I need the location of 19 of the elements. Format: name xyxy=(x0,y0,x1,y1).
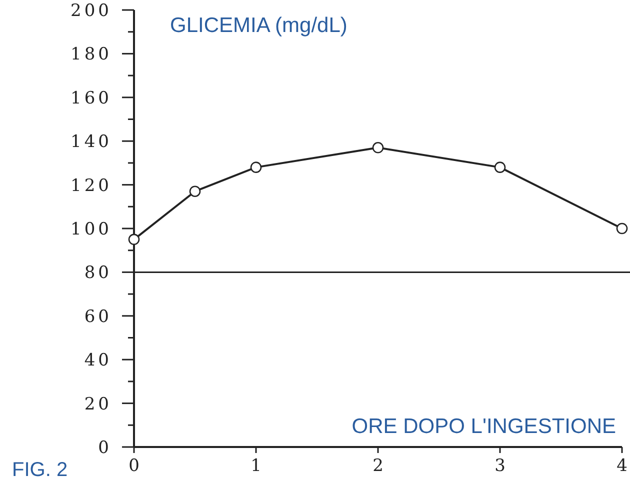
y-tick-label: 120 xyxy=(70,176,112,196)
y-tick-label: 140 xyxy=(70,132,112,152)
x-tick-label: 1 xyxy=(250,456,262,476)
x-tick-label: 2 xyxy=(372,456,384,476)
y-tick-label: 180 xyxy=(70,44,112,65)
y-tick-label: 40 xyxy=(84,350,112,371)
y-tick-label: 0 xyxy=(98,438,112,458)
y-tick-label: 60 xyxy=(84,306,112,327)
y-tick-label: 20 xyxy=(84,394,112,414)
caption: FIG. 2 xyxy=(12,459,68,481)
y-axis-title: GLICEMIA (mg/dL) xyxy=(170,14,348,37)
y-tick-label: 100 xyxy=(70,219,112,240)
y-tick-label: 160 xyxy=(70,88,112,108)
x-tick-label: 4 xyxy=(616,456,628,476)
x-axis-title: ORE DOPO L'INGESTIONE xyxy=(352,415,616,438)
y-tick-label: 80 xyxy=(84,263,112,284)
y-tick-label: 200 xyxy=(70,0,112,21)
x-tick-label: 0 xyxy=(128,456,140,476)
x-tick-label: 3 xyxy=(494,456,506,476)
